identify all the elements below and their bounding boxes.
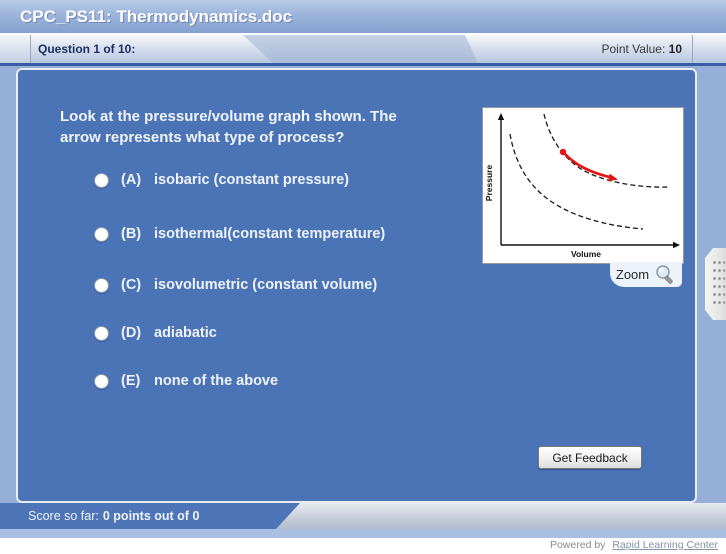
y-axis-label: Pressure (484, 165, 494, 202)
x-axis-arrow-icon (673, 241, 680, 249)
question-header-bar: Question 1 of 10: Point Value: 10 (0, 35, 726, 66)
answer-option-e[interactable]: (E) none of the above (94, 369, 278, 393)
lower-isotherm-curve (509, 133, 644, 230)
option-letter: (B) (121, 226, 142, 242)
process-arrowhead-icon (608, 173, 618, 182)
point-value-number: 10 (668, 42, 682, 56)
magnifier-icon (656, 264, 673, 284)
x-axis-label: Volume (571, 249, 601, 259)
side-panel-grip[interactable] (705, 248, 726, 320)
answer-option-d[interactable]: (D) adiabatic (94, 321, 217, 345)
option-radio[interactable] (94, 373, 109, 389)
option-letter: (C) (121, 277, 142, 293)
powered-by-label: Powered by (549, 539, 606, 551)
option-text: isovolumetric (constant volume) (154, 277, 378, 293)
answer-option-c[interactable]: (C) isovolumetric (constant volume) (94, 273, 377, 297)
option-letter: (A) (121, 172, 142, 188)
answer-option-b[interactable]: (B) isothermal(constant temperature) (94, 222, 385, 246)
option-text: adiabatic (154, 325, 217, 341)
pv-graph-canvas: Pressure Volume (484, 113, 680, 259)
question-panel: Look at the pressure/volume graph shown.… (16, 68, 697, 503)
rapid-learning-center-link[interactable]: Rapid Learning Center (612, 539, 718, 551)
question-progress-label: Question 1 of 10: (38, 42, 136, 56)
pv-graph: Pressure Volume (482, 107, 684, 264)
option-text: none of the above (154, 373, 279, 389)
header-diagonal-decoration (243, 35, 478, 63)
option-radio[interactable] (94, 277, 109, 293)
option-text: isothermal(constant temperature) (154, 226, 386, 242)
score-bar-diagonal-decoration (0, 503, 300, 529)
footer: Powered by Rapid Learning Center (0, 538, 726, 554)
title-bar: CPC_PS11: Thermodynamics.doc (0, 0, 726, 33)
score-value: 0 points out of 0 (102, 509, 200, 523)
grip-dots-icon (713, 261, 725, 308)
process-curve (562, 151, 612, 179)
bottom-accent-band (0, 529, 726, 538)
get-feedback-button[interactable]: Get Feedback (538, 446, 642, 469)
header-divider (692, 35, 693, 63)
upper-isotherm-curve (543, 113, 670, 188)
score-label: Score so far: (28, 509, 99, 523)
option-letter: (E) (121, 373, 141, 389)
zoom-button-label: Zoom (615, 267, 650, 282)
main-area: Look at the pressure/volume graph shown.… (0, 66, 726, 503)
option-radio[interactable] (94, 325, 109, 341)
score-text: Score so far: 0 points out of 0 (28, 503, 199, 529)
point-value-label: Point Value: (601, 42, 666, 56)
option-text: isobaric (constant pressure) (154, 172, 349, 188)
option-letter: (D) (121, 325, 142, 341)
zoom-button[interactable]: Zoom (610, 262, 682, 287)
header-left-block (0, 35, 31, 63)
y-axis-arrow-icon (497, 113, 505, 120)
question-text: Look at the pressure/volume graph shown.… (60, 108, 397, 146)
option-radio[interactable] (94, 226, 109, 242)
answer-option-a[interactable]: (A) isobaric (constant pressure) (94, 168, 349, 192)
document-title: CPC_PS11: Thermodynamics.doc (20, 7, 293, 26)
point-value: Point Value: 10 (601, 35, 682, 63)
score-bar: Score so far: 0 points out of 0 (0, 503, 726, 529)
option-radio[interactable] (94, 172, 109, 188)
